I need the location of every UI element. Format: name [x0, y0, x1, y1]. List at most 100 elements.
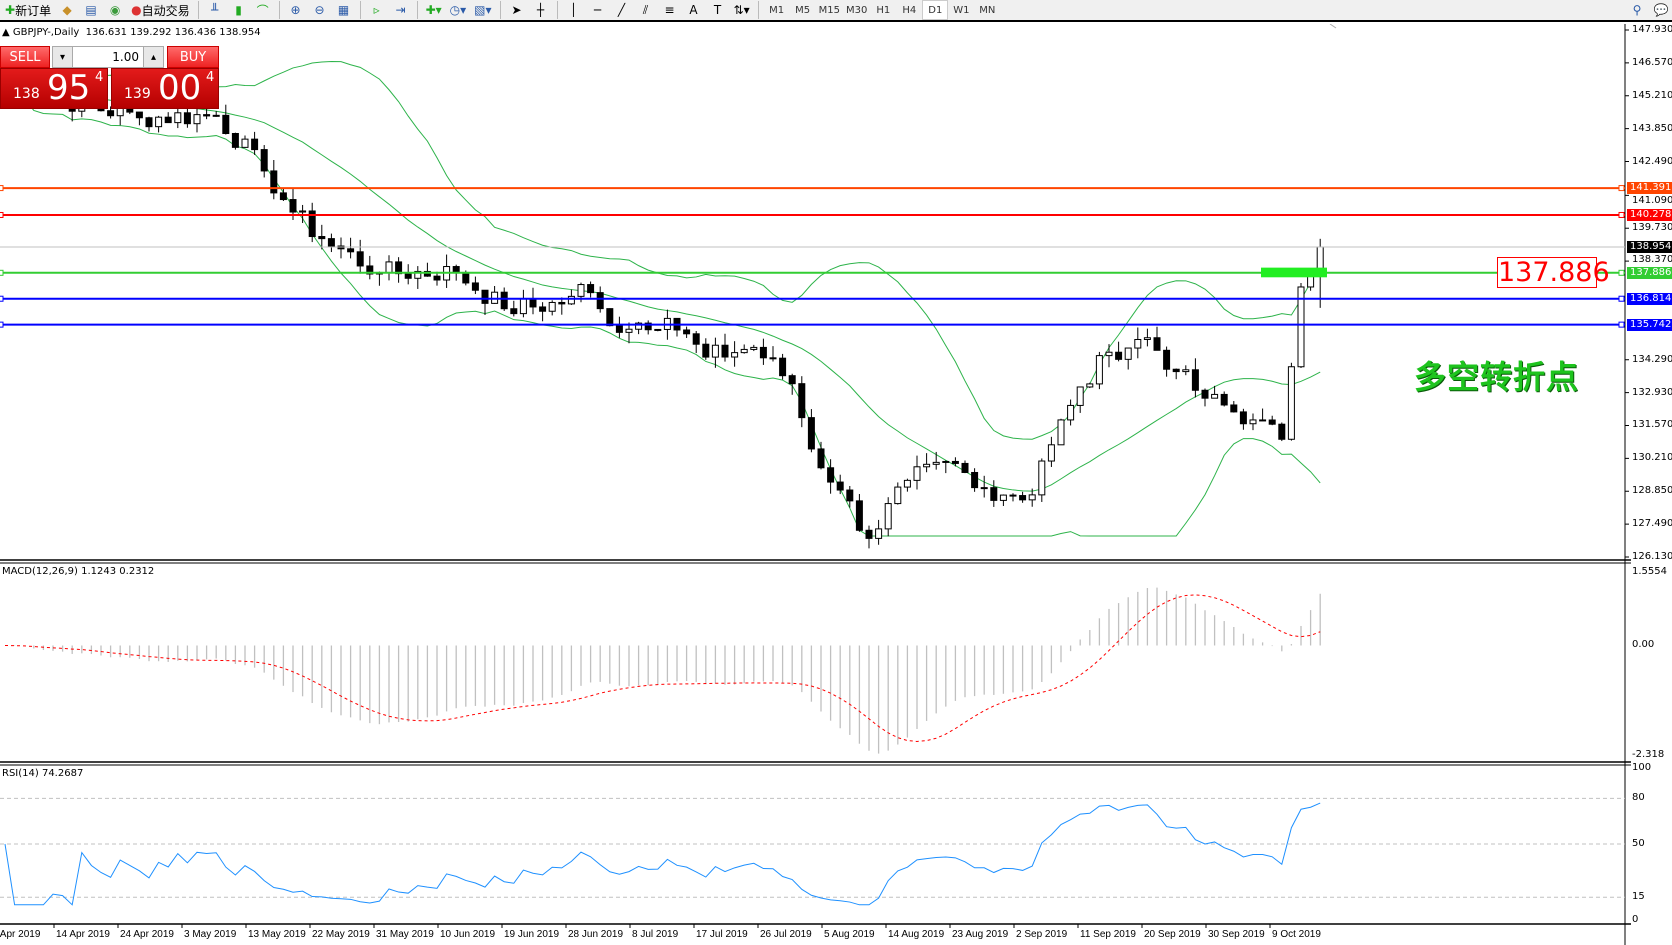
price-note-box[interactable]: 137.886: [1497, 257, 1610, 288]
timeframe-m15[interactable]: M15: [818, 4, 840, 16]
candle: [404, 264, 412, 285]
bar-chart-button[interactable]: ╨: [210, 3, 219, 17]
symbol-label: GBPJPY-,Daily: [12, 27, 80, 38]
price-axis-label: 145.210: [1632, 89, 1672, 101]
candle: [1211, 385, 1219, 399]
candle: [779, 353, 787, 380]
arrows-button[interactable]: ⇅▾: [733, 3, 750, 17]
tile-windows-button[interactable]: ▦: [337, 3, 350, 17]
candle: [1134, 327, 1142, 359]
candle: [692, 331, 700, 354]
candle: [222, 104, 230, 135]
candle: [971, 468, 979, 492]
candle: [318, 224, 326, 250]
chat-icon[interactable]: 💬: [1653, 3, 1669, 17]
buy-button[interactable]: BUY: [167, 46, 219, 68]
line-handle: [0, 185, 4, 192]
date-axis-label: 11 Sep 2019: [1080, 929, 1136, 940]
fibonacci-button[interactable]: ≡: [664, 3, 675, 17]
text-label-button[interactable]: T: [713, 3, 722, 17]
horizontal-line-button[interactable]: ─: [593, 3, 602, 17]
price-tag: 141.391: [1627, 182, 1672, 195]
price-axis-label: 127.490: [1632, 518, 1672, 530]
chart-shift-button[interactable]: ▹: [373, 3, 380, 17]
buy-price[interactable]: 139 00 4: [111, 68, 219, 109]
text-button[interactable]: A: [689, 3, 698, 17]
signals-button[interactable]: ◉: [109, 3, 121, 17]
candle: [606, 308, 614, 327]
candle: [241, 135, 249, 148]
candle: [155, 115, 163, 133]
date-axis-label: 4 Apr 2019: [0, 929, 41, 940]
macd-axis-label: -2.318: [1632, 749, 1665, 760]
templates-button[interactable]: ▧▾: [474, 3, 492, 17]
lot-increase-button[interactable]: ▴: [143, 47, 163, 67]
equidistant-channel-button[interactable]: ⫽: [642, 2, 649, 17]
indicators-button[interactable]: ✚▾: [425, 3, 442, 17]
zoom-out-button[interactable]: ⊖: [314, 3, 325, 17]
date-axis-label: 8 Jul 2019: [632, 929, 679, 940]
timeframe-m5[interactable]: M5: [795, 4, 811, 16]
sell-button[interactable]: SELL: [0, 46, 50, 68]
price-tag: 137.886: [1627, 266, 1672, 279]
lot-decrease-button[interactable]: ▾: [53, 47, 73, 67]
market-watch-button[interactable]: ◆: [62, 3, 72, 17]
timeframe-h4[interactable]: H4: [902, 4, 917, 16]
date-axis-label: 14 Apr 2019: [56, 929, 110, 940]
crosshair-button[interactable]: ┼: [536, 3, 545, 17]
candle: [1230, 401, 1238, 413]
chart-canvas[interactable]: [0, 24, 1672, 945]
candle: [1191, 358, 1199, 398]
timeframe-m1[interactable]: M1: [769, 4, 785, 16]
timeframe-mn[interactable]: MN: [979, 4, 996, 16]
candle: [1163, 346, 1171, 377]
candle: [990, 480, 998, 507]
timeframe-d1[interactable]: D1: [922, 0, 949, 20]
line-chart-button[interactable]: ⌒: [256, 3, 269, 18]
candle: [1143, 328, 1151, 347]
candle: [491, 285, 499, 304]
turning-point-annotation[interactable]: 多空转折点: [1414, 358, 1580, 396]
lot-input[interactable]: 1.00: [112, 50, 139, 64]
candle: [615, 316, 623, 338]
autoscroll-button[interactable]: ⇥: [395, 3, 406, 17]
lot-size-stepper[interactable]: ▾ 1.00 ▴: [52, 46, 164, 68]
date-axis-label: 2 Sep 2019: [1016, 929, 1068, 940]
navigator-button[interactable]: ▤: [85, 3, 97, 17]
candle: [212, 110, 220, 117]
candle: [1028, 488, 1036, 507]
timeframe-m30[interactable]: M30: [845, 4, 868, 16]
candle: [855, 494, 863, 532]
date-axis-label: 31 May 2019: [376, 929, 434, 940]
trendline-button[interactable]: ╱: [617, 3, 626, 17]
cursor-button[interactable]: ➤: [511, 3, 522, 17]
candlestick-button[interactable]: ▮: [235, 3, 242, 17]
price-axis-label: 146.570: [1632, 56, 1672, 68]
candle: [807, 409, 815, 453]
line-handle: [0, 211, 4, 218]
candle: [1019, 491, 1027, 503]
candle: [923, 453, 931, 473]
candle: [308, 202, 316, 243]
periods-button[interactable]: ◷▾: [449, 3, 467, 17]
search-icon[interactable]: ⚲: [1632, 3, 1642, 17]
vertical-line-button[interactable]: │: [569, 3, 578, 17]
auto-trading-button[interactable]: ● 自动交易: [131, 3, 190, 18]
price-axis-label: 147.930: [1632, 24, 1672, 35]
bollinger-upper: [4, 61, 1321, 440]
candle: [817, 441, 825, 470]
macd-axis-label: 0.00: [1632, 639, 1655, 651]
zoom-in-button[interactable]: ⊕: [290, 3, 301, 17]
timeframe-h1[interactable]: H1: [876, 4, 891, 16]
candle: [1086, 382, 1094, 389]
macd-axis-label: 1.5554: [1632, 566, 1667, 577]
date-axis-label: 19 Jun 2019: [504, 929, 560, 940]
candle: [567, 289, 575, 305]
new-order-button[interactable]: ✚ 新订单: [5, 3, 52, 18]
date-axis-label: 17 Jul 2019: [696, 929, 748, 940]
timeframe-w1[interactable]: W1: [953, 4, 970, 16]
sell-price[interactable]: 138 95 4: [0, 68, 108, 109]
candle: [750, 344, 758, 352]
date-axis-label: 23 Aug 2019: [952, 929, 1009, 940]
candle: [711, 337, 719, 368]
